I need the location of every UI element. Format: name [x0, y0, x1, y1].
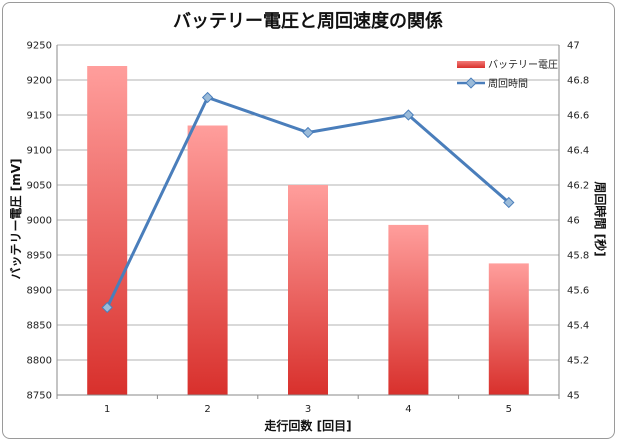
right-axis-tick-label: 47	[567, 41, 580, 52]
right-axis-tick-label: 45.4	[567, 321, 589, 332]
right-axis-title: 周回時間 [秒]	[593, 181, 608, 256]
left-axis-title: バッテリー電圧 [mV]	[9, 159, 23, 280]
right-axis-tick-label: 46.4	[567, 146, 589, 157]
left-axis-tick-label: 9250	[27, 41, 52, 52]
lap-time-point	[101, 301, 113, 314]
bar-layer	[87, 66, 529, 395]
left-axis-tick-label: 9200	[27, 76, 52, 87]
left-axis-tick-label: 9050	[27, 181, 52, 192]
left-axis-tick-label: 9100	[27, 146, 52, 157]
right-axis-tick-label: 46.8	[567, 76, 589, 87]
right-axis-tick-label: 45.2	[567, 356, 589, 367]
left-axis-tick-label: 8950	[27, 251, 52, 262]
x-axis-tick-label: 4	[405, 404, 411, 415]
legend-bar-label: バッテリー電圧	[488, 59, 558, 71]
bar-voltage	[87, 66, 128, 395]
x-axis-tick-label: 1	[104, 404, 110, 415]
x-axis-tick-label: 2	[204, 404, 210, 415]
lap-time-point	[402, 109, 415, 121]
x-axis-tick-label: 5	[506, 404, 512, 415]
right-axis-tick-label: 45.8	[567, 251, 589, 262]
lap-time-point	[201, 91, 214, 104]
left-axis-tick-label: 8850	[27, 321, 52, 332]
bar-voltage	[388, 224, 429, 395]
chart-title: バッテリー電圧と周回速度の関係	[173, 10, 443, 32]
left-axis-tick-label: 9150	[27, 111, 52, 122]
bar-voltage	[488, 263, 529, 395]
lap-time-point	[302, 126, 314, 139]
x-axis-title: 走行回数 [回目]	[264, 418, 351, 433]
left-axis-tick-label: 8800	[27, 356, 52, 367]
right-axis-tick-label: 46	[567, 216, 580, 227]
bar-voltage	[288, 185, 328, 395]
x-axis-tick-label: 3	[305, 404, 311, 415]
right-axis-tick-label: 46.2	[567, 181, 589, 192]
axis-layer	[56, 45, 560, 399]
line-layer	[101, 91, 515, 314]
legend-line-label: 周回時間	[488, 78, 528, 90]
right-axis-tick-label: 45	[567, 391, 580, 402]
legend: バッテリー電圧 周回時間	[457, 59, 558, 90]
left-axis-tick-label: 9000	[27, 216, 52, 227]
left-axis-tick-label: 8750	[27, 391, 52, 402]
bar-voltage	[187, 125, 228, 395]
legend-line-marker	[465, 77, 477, 89]
left-axis-tick-label: 8900	[27, 286, 52, 297]
legend-bar-swatch	[457, 61, 485, 68]
grid-layer	[57, 44, 559, 361]
right-axis-tick-label: 46.6	[567, 111, 589, 122]
right-axis-tick-label: 45.6	[567, 286, 589, 297]
lap-time-point	[503, 196, 515, 209]
